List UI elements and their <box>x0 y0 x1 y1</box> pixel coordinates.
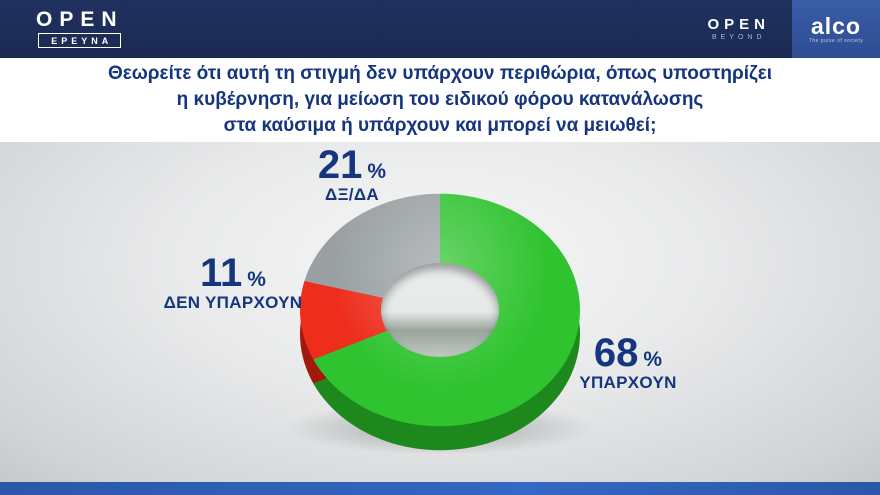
alco-logo-panel: alco The pulse of society <box>792 0 880 58</box>
slice-label-den-yparxoun: 11 % ΔΕΝ ΥΠΑΡΧΟΥΝ <box>138 251 328 313</box>
alco-tagline: The pulse of society <box>808 37 864 44</box>
right-logo-cluster: OPEN BEYOND alco The pulse of society <box>707 0 880 58</box>
open-beyond-text: OPEN <box>707 16 770 33</box>
donut-hole <box>381 263 499 357</box>
slice-label-dxda: 21 % ΔΞ/ΔΑ <box>262 143 442 205</box>
donut-top <box>300 193 580 427</box>
den-yparxoun-value: 11 <box>200 251 243 295</box>
alco-logo-text: alco <box>810 12 862 39</box>
question-line-3: στα καύσιμα ή υπάρχουν και μπορεί να μει… <box>223 115 657 136</box>
bottom-blue-strip <box>0 482 880 495</box>
question-band: Θεωρείτε ότι αυτή τη στιγμή δεν υπάρχουν… <box>0 58 880 142</box>
yparxoun-label: ΥΠΑΡΧΟΥΝ <box>579 373 677 392</box>
ereyna-label: ΕΡΕΥΝΑ <box>38 33 122 48</box>
beyond-label: BEYOND <box>711 34 766 41</box>
chart-area: 21 % ΔΞ/ΔΑ 11 % ΔΕΝ ΥΠΑΡΧΟΥΝ 68 % ΥΠΑΡΧΟ… <box>0 142 880 483</box>
question-line-2: η κυβέρνηση, για μείωση του ειδικού φόρο… <box>176 89 704 110</box>
dxda-value: 21 <box>317 143 363 187</box>
slice-label-yparxoun: 68 % ΥΠΑΡΧΟΥΝ <box>548 331 708 393</box>
yparxoun-unit: % <box>643 348 663 371</box>
top-bar: OPEN ΕΡΕΥΝΑ OPEN BEYOND alco The pulse o… <box>0 0 880 58</box>
yparxoun-value: 68 <box>593 331 639 375</box>
den-yparxoun-unit: % <box>247 268 266 291</box>
donut-chart <box>280 170 600 456</box>
dxda-label: ΔΞ/ΔΑ <box>325 185 379 204</box>
dxda-unit: % <box>367 160 387 183</box>
question-line-1: Θεωρείτε ότι αυτή τη στιγμή δεν υπάρχουν… <box>107 63 773 84</box>
den-yparxoun-label: ΔΕΝ ΥΠΑΡΧΟΥΝ <box>163 293 303 312</box>
open-ereyna-logo: OPEN ΕΡΕΥΝΑ <box>36 8 124 48</box>
open-beyond-logo: OPEN BEYOND <box>707 17 770 41</box>
open-logo-text: OPEN <box>36 8 124 31</box>
